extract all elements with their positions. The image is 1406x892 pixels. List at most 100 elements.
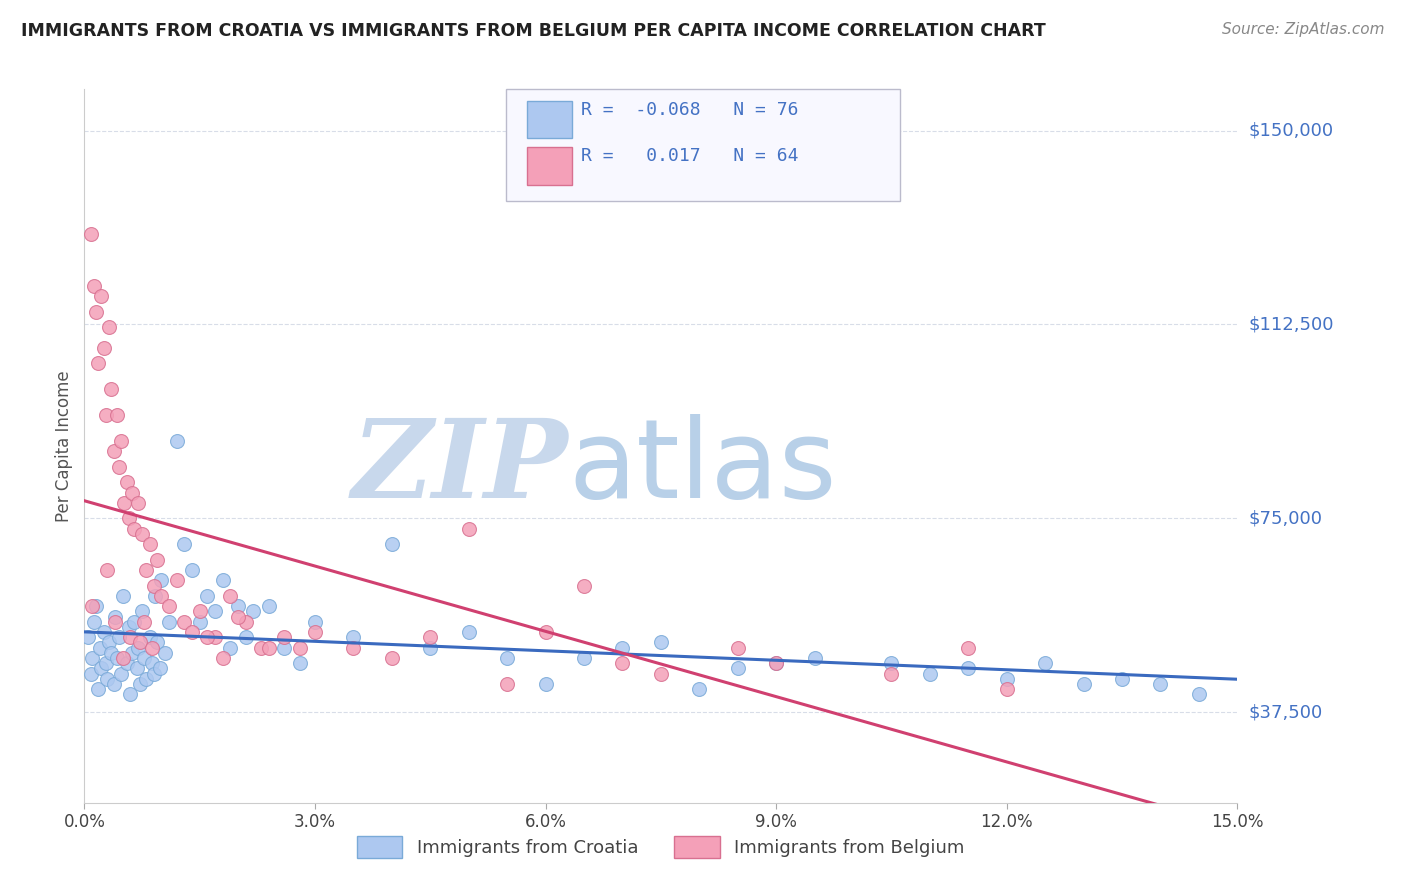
Point [149, 661, 172, 675]
Point [153, 646, 176, 660]
Point [142, 666, 165, 681]
Point [765, 656, 787, 670]
Point [115, 656, 138, 670]
Point [110, 434, 132, 448]
Point [79, 227, 101, 241]
Point [115, 475, 138, 490]
Point [94, 656, 117, 670]
Point [141, 656, 163, 670]
Point [765, 656, 787, 670]
Text: R =  -0.068   N = 76: R = -0.068 N = 76 [581, 101, 799, 119]
Point [342, 640, 364, 655]
Point [304, 625, 326, 640]
Point [94, 408, 117, 422]
Point [211, 574, 233, 588]
Point [124, 615, 146, 629]
Point [918, 666, 941, 681]
Point [90, 289, 112, 303]
Point [146, 553, 169, 567]
Point [226, 609, 249, 624]
Point [288, 640, 311, 655]
Point [103, 444, 125, 458]
Point [419, 630, 441, 644]
Point [142, 579, 165, 593]
Point [138, 630, 160, 644]
Point [226, 599, 249, 614]
Point [211, 651, 233, 665]
Point [118, 620, 141, 634]
Point [995, 681, 1018, 696]
Point [110, 666, 132, 681]
Point [135, 563, 157, 577]
Point [257, 640, 280, 655]
Point [118, 511, 141, 525]
Point [688, 681, 710, 696]
Point [125, 661, 148, 675]
Point [496, 651, 519, 665]
Point [90, 661, 112, 675]
Point [77, 45, 100, 60]
Point [138, 537, 160, 551]
Point [957, 661, 980, 675]
Point [124, 522, 146, 536]
Point [131, 527, 153, 541]
Point [80, 599, 103, 614]
Point [195, 630, 218, 644]
Point [96, 563, 118, 577]
Point [121, 485, 143, 500]
Point [157, 599, 180, 614]
Point [100, 382, 122, 396]
Point [80, 651, 103, 665]
Point [108, 630, 131, 644]
Point [97, 320, 120, 334]
Point [612, 640, 634, 655]
Point [173, 537, 195, 551]
Point [112, 496, 135, 510]
Point [150, 574, 173, 588]
Point [141, 640, 163, 655]
Point [195, 589, 218, 603]
Point [257, 599, 280, 614]
Point [120, 687, 142, 701]
Point [131, 605, 153, 619]
Point [104, 615, 127, 629]
Point [342, 630, 364, 644]
Point [120, 630, 142, 644]
Point [273, 630, 295, 644]
Point [1073, 677, 1095, 691]
Point [135, 672, 157, 686]
Point [79, 666, 101, 681]
Point [173, 615, 195, 629]
Point [650, 635, 672, 649]
Point [1149, 677, 1171, 691]
Point [880, 656, 903, 670]
Point [572, 579, 595, 593]
Point [121, 646, 143, 660]
Point [381, 537, 404, 551]
Point [612, 656, 634, 670]
Point [93, 625, 115, 640]
Point [727, 661, 749, 675]
Point [219, 640, 242, 655]
Point [250, 640, 273, 655]
Point [104, 609, 127, 624]
Text: $150,000: $150,000 [1249, 121, 1333, 139]
Text: $112,500: $112,500 [1249, 316, 1334, 334]
Point [105, 651, 128, 665]
Point [108, 459, 131, 474]
Point [457, 522, 479, 536]
Point [204, 630, 226, 644]
Point [181, 625, 204, 640]
Point [304, 615, 326, 629]
Point [166, 434, 188, 448]
Point [84, 599, 107, 614]
Text: R =   0.017   N = 64: R = 0.017 N = 64 [581, 147, 799, 165]
Text: ZIP: ZIP [352, 414, 568, 521]
Point [103, 677, 125, 691]
Point [87, 356, 110, 370]
Point [111, 651, 134, 665]
Point [87, 681, 110, 696]
Point [188, 605, 211, 619]
Point [134, 651, 156, 665]
Point [880, 666, 903, 681]
